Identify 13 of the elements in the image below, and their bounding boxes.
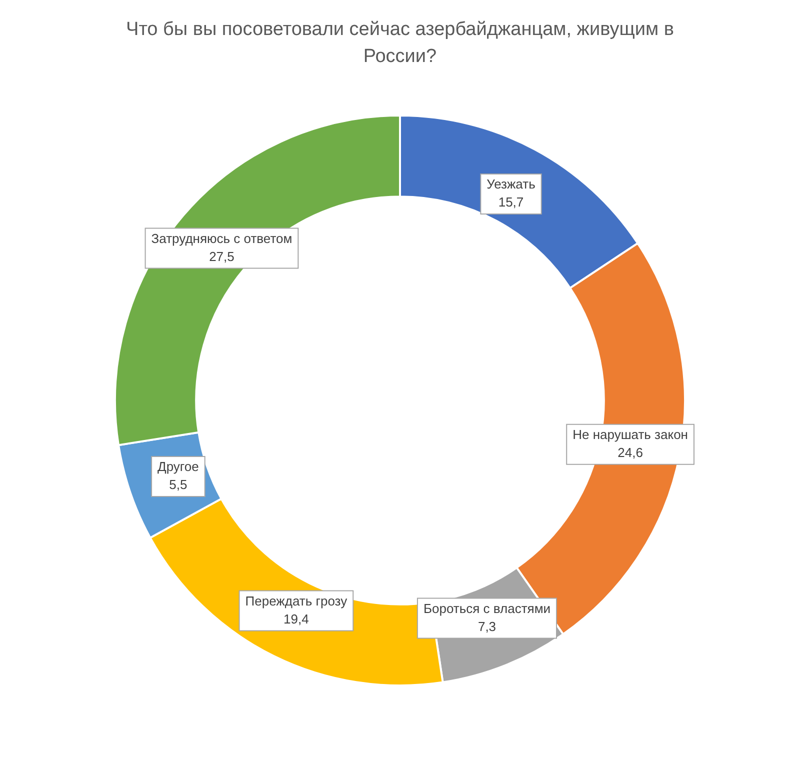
slice-label: Затрудняюсь с ответом (151, 230, 292, 246)
data-label: 19,4 (284, 611, 309, 626)
data-label: 5,5 (169, 477, 188, 492)
data-label: 7,3 (478, 618, 496, 634)
data-label: 15,7 (498, 194, 524, 210)
slice-label: Уезжать (486, 176, 536, 192)
slice-label: Другое (158, 459, 199, 474)
slice-label: Не нарушать закон (572, 427, 688, 442)
slice-label: Бороться с властями (423, 600, 551, 616)
slice-label: Переждать грозу (245, 593, 348, 608)
data-label: 27,5 (209, 248, 234, 264)
data-label: 24,6 (618, 445, 643, 460)
chart-title: Что бы вы посоветовали сейчас азербайджанцам, живущим в России? (125, 18, 675, 69)
